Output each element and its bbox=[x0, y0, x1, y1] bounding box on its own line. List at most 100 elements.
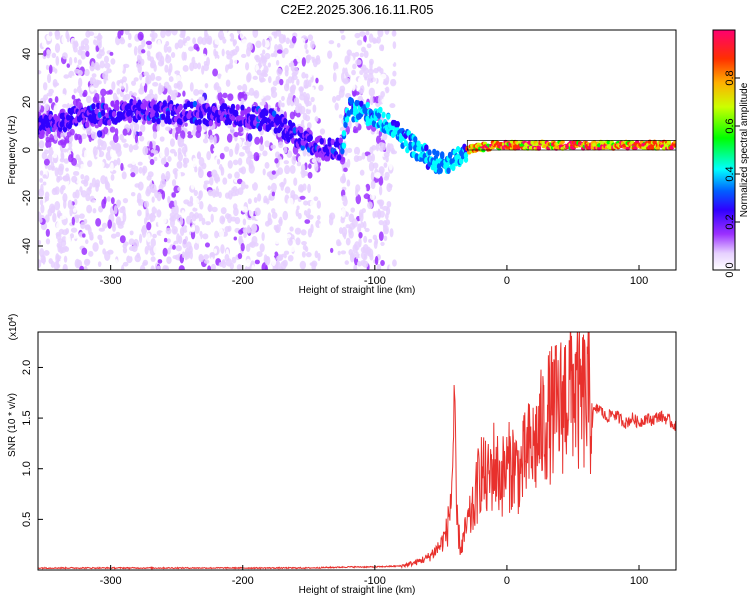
spectrogram-cell bbox=[174, 42, 179, 50]
spectrogram-cell bbox=[209, 176, 214, 186]
spectrogram-cell bbox=[295, 237, 301, 246]
spectrogram-cell bbox=[165, 170, 171, 181]
spectrogram-cell bbox=[127, 163, 134, 168]
spectrogram-cell bbox=[310, 200, 314, 208]
spectrogram-cell bbox=[222, 177, 228, 185]
y-tick-label: -20 bbox=[21, 190, 33, 206]
spectrogram-cell bbox=[372, 211, 376, 219]
spectrogram-cell bbox=[165, 54, 172, 64]
spectrogram-cell bbox=[304, 219, 311, 224]
spectrogram-cell bbox=[376, 66, 382, 72]
spectrogram-ridge-cell bbox=[115, 99, 120, 107]
spectrogram-ridge-cell bbox=[446, 167, 451, 174]
spectrogram-cell bbox=[156, 191, 162, 202]
spectrogram-cell bbox=[90, 131, 98, 140]
spectrogram-cell bbox=[261, 231, 265, 242]
spectrogram-cell bbox=[176, 83, 181, 88]
spectrogram-cell bbox=[213, 135, 217, 146]
spectrogram-cell bbox=[278, 159, 284, 167]
spectrogram-cell bbox=[44, 191, 50, 199]
spectrogram-cell bbox=[181, 30, 186, 39]
spectrogram-cell bbox=[133, 45, 138, 56]
spectrogram-ridge-cell bbox=[100, 109, 106, 117]
spectrogram-cell bbox=[290, 84, 297, 92]
spectrogram-cell bbox=[137, 31, 144, 41]
spectrogram-ridge-cell bbox=[115, 104, 120, 112]
spectrogram-cell bbox=[127, 42, 132, 48]
y-multiplier-label: (x104) bbox=[8, 314, 20, 341]
spectrogram-cell bbox=[174, 170, 178, 180]
spectrogram-cell bbox=[220, 207, 227, 215]
spectrogram-cell bbox=[389, 263, 394, 270]
spectrogram-cell bbox=[173, 151, 178, 157]
spectrogram-cell bbox=[51, 52, 57, 59]
spectrogram-ridge-cell bbox=[408, 141, 413, 148]
spectrogram-cell bbox=[119, 38, 126, 45]
spectrogram-cell bbox=[252, 30, 259, 38]
spectrogram-cell bbox=[100, 88, 107, 97]
spectrogram-ridge-cell bbox=[298, 126, 304, 134]
spectrogram-cell bbox=[269, 175, 274, 181]
spectrogram-cell bbox=[77, 59, 82, 66]
spectrogram-cell bbox=[162, 265, 168, 270]
spectrogram-cell bbox=[115, 231, 121, 238]
spectrogram-cell bbox=[229, 32, 235, 42]
spectrogram-cell bbox=[238, 151, 245, 157]
spectrogram-cell bbox=[101, 140, 107, 151]
spectrogram-cell bbox=[161, 216, 167, 225]
spectrogram-cell bbox=[223, 30, 228, 35]
spectrogram-cell bbox=[142, 261, 148, 266]
spectrogram-cell bbox=[392, 41, 397, 49]
spectrogram-cell bbox=[192, 207, 198, 212]
spectrogram-cell bbox=[39, 97, 46, 105]
spectrogram-cell bbox=[295, 105, 301, 114]
spectrogram-cell bbox=[196, 152, 201, 160]
spectrogram-cell bbox=[205, 77, 211, 85]
spectrogram-cell bbox=[233, 207, 239, 217]
spectrogram-cell bbox=[171, 30, 178, 36]
spectrogram-cell bbox=[316, 214, 321, 221]
spectrogram-cell bbox=[388, 161, 393, 171]
spectrogram-cell bbox=[134, 183, 141, 188]
spectrogram-cell bbox=[289, 226, 294, 232]
spectrogram-cell bbox=[147, 55, 152, 61]
spectrogram-cell bbox=[110, 162, 114, 172]
spectrogram-cell bbox=[336, 42, 341, 48]
colorbar: 0.0 0.2 0.4 0.6 0.8 Normalized spectral ampl… bbox=[712, 29, 750, 278]
spectrogram-cell bbox=[334, 68, 342, 74]
spectrogram-cell bbox=[245, 258, 251, 268]
spectrogram-cell bbox=[384, 171, 390, 179]
spectrogram-cell bbox=[116, 199, 121, 208]
spectrogram-ridge-cell bbox=[103, 103, 109, 110]
spectrogram-cell bbox=[214, 54, 220, 60]
spectrogram-cell bbox=[188, 245, 193, 255]
spectrogram-cell bbox=[345, 211, 349, 217]
spectrogram-cell bbox=[262, 168, 266, 176]
spectrogram-cell bbox=[278, 99, 282, 109]
bottom-y-axis-label: SNR (10 * v/v) bbox=[7, 393, 18, 457]
spectrogram-cell bbox=[271, 61, 277, 70]
spectrogram-cell bbox=[353, 155, 360, 163]
spectrogram-cell bbox=[376, 36, 381, 44]
spectrogram-cell bbox=[225, 50, 231, 56]
spectrogram-ridge-cell bbox=[341, 130, 347, 137]
spectrogram-cell bbox=[244, 30, 250, 36]
spectrogram-cell bbox=[42, 174, 47, 179]
spectrogram-ridge-cell bbox=[107, 119, 112, 126]
spectrogram-cell bbox=[137, 63, 142, 74]
spectrogram-cell bbox=[369, 95, 374, 106]
spectrogram-cell bbox=[121, 138, 127, 143]
spectrogram-cell bbox=[120, 85, 125, 90]
spectrogram-cell bbox=[66, 131, 72, 137]
spectrogram-cell bbox=[300, 37, 306, 46]
spectrogram-cell bbox=[308, 163, 312, 169]
spectrogram-cell bbox=[293, 97, 300, 107]
spectrogram-cell bbox=[166, 256, 172, 265]
spectrogram-cell bbox=[385, 212, 389, 220]
colorbar-tick-label: 0.2 bbox=[724, 214, 736, 229]
spectrogram-cell bbox=[314, 116, 319, 122]
y-tick-label: 1.5 bbox=[21, 410, 33, 425]
spectrogram-cell bbox=[352, 244, 358, 254]
spectrogram-cell bbox=[391, 218, 396, 228]
spectrogram-cell bbox=[236, 264, 243, 270]
